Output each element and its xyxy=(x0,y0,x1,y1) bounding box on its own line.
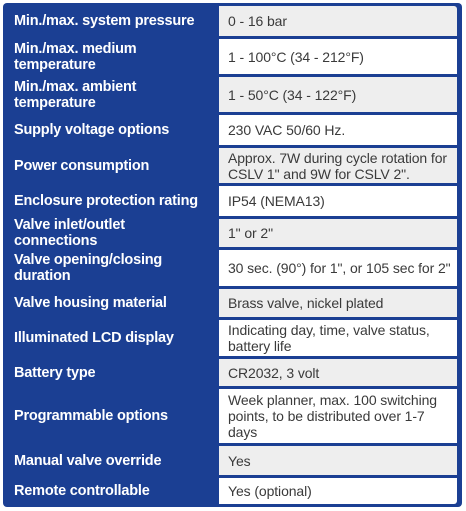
spec-value: 1 - 100°C (34 - 212°F) xyxy=(219,39,457,74)
spec-label: Valve housing material xyxy=(14,295,167,311)
specifications-table: Min./max. system pressure 0 - 16 bar Min… xyxy=(3,3,462,507)
spec-label: Min./max. medium temperature xyxy=(14,40,137,73)
spec-row-remote-controllable: Remote controllable Yes (optional) xyxy=(3,478,462,504)
spec-value: 30 sec. (90°) for 1", or 105 sec for 2" xyxy=(219,250,457,286)
spec-value: 1" or 2" xyxy=(219,219,457,247)
spec-value: Yes xyxy=(219,446,457,475)
spec-label: Power consumption xyxy=(14,157,150,174)
spec-label: Min./max. system pressure xyxy=(14,13,195,29)
spec-label: Supply voltage options xyxy=(14,122,170,138)
spec-label: Valve inlet/outlet connections xyxy=(14,217,125,249)
spec-label: Remote controllable xyxy=(14,483,150,499)
spec-label: Illuminated LCD display xyxy=(14,330,174,346)
spec-row-power-consumption: Power consumption Approx. 7W during cycl… xyxy=(3,148,462,183)
spec-value: Week planner, max. 100 switching points,… xyxy=(219,389,457,443)
spec-value: Approx. 7W during cycle rotation for CSL… xyxy=(219,148,457,183)
spec-row-programmable-options: Programmable options Week planner, max. … xyxy=(3,389,462,443)
spec-label: Valve opening/closing duration xyxy=(14,252,163,284)
spec-value: 230 VAC 50/60 Hz. xyxy=(219,115,457,145)
spec-row-manual-override: Manual valve override Yes xyxy=(3,446,462,475)
spec-value: CR2032, 3 volt xyxy=(219,359,457,386)
spec-value: IP54 (NEMA13) xyxy=(219,186,457,216)
spec-row-valve-connections: Valve inlet/outlet connections 1" or 2" xyxy=(3,217,462,249)
spec-row-supply-voltage: Supply voltage options 230 VAC 50/60 Hz. xyxy=(3,115,462,145)
spec-row-lcd-display: Illuminated LCD display Indicating day, … xyxy=(3,320,462,356)
spec-value: Yes (optional) xyxy=(219,478,457,504)
spec-label: Enclosure protection rating xyxy=(14,193,198,209)
spec-value: Indicating day, time, valve status, batt… xyxy=(219,320,457,356)
spec-row-system-pressure: Min./max. system pressure 0 - 16 bar xyxy=(3,6,462,36)
spec-value: Brass valve, nickel plated xyxy=(219,289,457,317)
spec-row-ambient-temperature: Min./max. ambient temperature 1 - 50°C (… xyxy=(3,77,462,112)
spec-label: Programmable options xyxy=(14,408,168,424)
spec-row-opening-duration: Valve opening/closing duration 30 sec. (… xyxy=(3,250,462,286)
spec-value: 1 - 50°C (34 - 122°F) xyxy=(219,77,457,112)
spec-value: 0 - 16 bar xyxy=(219,6,457,36)
spec-row-medium-temperature: Min./max. medium temperature 1 - 100°C (… xyxy=(3,39,462,74)
spec-label: Battery type xyxy=(14,364,96,381)
spec-label: Manual valve override xyxy=(14,452,162,469)
spec-row-housing-material: Valve housing material Brass valve, nick… xyxy=(3,289,462,317)
spec-row-enclosure-protection: Enclosure protection rating IP54 (NEMA13… xyxy=(3,186,462,216)
spec-row-battery-type: Battery type CR2032, 3 volt xyxy=(3,359,462,386)
spec-label: Min./max. ambient temperature xyxy=(14,78,137,111)
